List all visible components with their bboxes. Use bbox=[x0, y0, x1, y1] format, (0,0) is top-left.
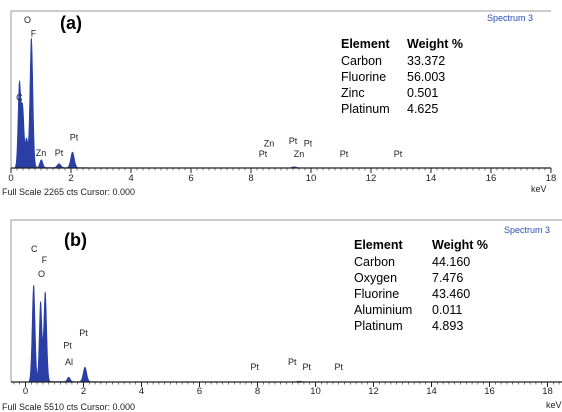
x-tick-label: 14 bbox=[426, 386, 437, 397]
spectrum-name-a: Spectrum 3 bbox=[487, 13, 534, 23]
x-tick-label: 0 bbox=[23, 386, 28, 397]
table-row: Platinum 4.893 bbox=[354, 318, 496, 334]
table-row: Zinc 0.501 bbox=[341, 85, 471, 101]
x-tick-label: 4 bbox=[128, 173, 133, 184]
table-row: Carbon 33.372 bbox=[341, 53, 471, 69]
table-cell-weight: 43.460 bbox=[432, 287, 471, 301]
peak-element-label: Zn bbox=[294, 149, 305, 159]
table-row: Platinum 4.625 bbox=[341, 101, 471, 117]
peak-element-label: Pt bbox=[79, 328, 88, 338]
x-tick-label: 12 bbox=[366, 173, 377, 184]
peak-element-label: Pt bbox=[70, 133, 79, 143]
peak-element-label: Pt bbox=[55, 148, 64, 158]
peak-element-label: Pt bbox=[334, 362, 343, 372]
x-tick-label: 2 bbox=[68, 173, 73, 184]
x-tick-label: 8 bbox=[255, 386, 260, 397]
peak-element-label: Pt bbox=[63, 340, 72, 350]
table-cell-weight: 4.893 bbox=[432, 319, 464, 333]
plot-frame bbox=[10, 219, 562, 382]
peak-element-label: Zn bbox=[264, 138, 275, 148]
table-cell-weight: 0.501 bbox=[407, 86, 439, 100]
table-cell-element: Zinc bbox=[341, 86, 365, 100]
x-tick-label: 10 bbox=[306, 173, 317, 184]
spectrum-name-b: Spectrum 3 bbox=[504, 225, 551, 235]
x-tick-label: 18 bbox=[542, 386, 553, 397]
x-unit-a: keV bbox=[531, 184, 547, 194]
table-header-weight: Weight % bbox=[432, 238, 489, 252]
peak-element-label: Pt bbox=[289, 136, 298, 146]
table-cell-element: Aluminium bbox=[354, 303, 413, 317]
table-cell-element: Platinum bbox=[341, 102, 390, 116]
x-tick-label: 0 bbox=[8, 173, 13, 184]
x-tick-label: 8 bbox=[248, 173, 253, 184]
peak-element-label: Pt bbox=[394, 149, 403, 159]
peak-element-label: Pt bbox=[288, 357, 297, 367]
peak-element-label: C bbox=[16, 93, 23, 103]
table-header-element: Element bbox=[341, 37, 390, 51]
table-header-weight: Weight % bbox=[407, 37, 464, 51]
peak-element-label: F bbox=[42, 255, 48, 265]
spectrum-panel-b: 0 2 4 6 8 10 12 14 16 18 C F O Pt Pt Al Pt Pt Pt Pt (b) Spe… bbox=[0, 218, 562, 412]
table-header-row: Element Weight % bbox=[341, 37, 471, 53]
spectrum-chart-b: 0 2 4 6 8 10 12 14 16 18 CFO Pt Pt Al Pt Pt Pt Pt bbox=[10, 219, 562, 397]
peak-element-label: Zn bbox=[36, 148, 47, 158]
peak-element-label: Pt bbox=[304, 138, 313, 148]
table-cell-element: Fluorine bbox=[341, 70, 387, 84]
x-tick-label: 6 bbox=[197, 386, 202, 397]
weight-table-a: Element Weight % Carbon 33.372 Fluorine 56… bbox=[341, 37, 471, 117]
panel-label-b: (b) bbox=[64, 230, 87, 250]
table-cell-element: Fluorine bbox=[354, 287, 400, 301]
table-cell-weight: 44.160 bbox=[432, 255, 471, 269]
table-row: Fluorine 43.460 bbox=[354, 286, 496, 302]
peak-element-label: Pt bbox=[259, 149, 268, 159]
footer-a: Full Scale 2265 cts Cursor: 0.000 bbox=[2, 187, 136, 197]
peak-element-label: C bbox=[31, 244, 38, 254]
table-cell-weight: 0.011 bbox=[432, 303, 463, 317]
table-cell-weight: 33.372 bbox=[407, 54, 446, 68]
panel-label-a: (a) bbox=[60, 13, 82, 33]
table-header-row: Element Weight % bbox=[354, 238, 496, 254]
table-row: Carbon 44.160 bbox=[354, 254, 496, 270]
x-tick-label: 4 bbox=[139, 386, 144, 397]
x-unit-b: keV bbox=[546, 400, 562, 410]
x-tick-label: 18 bbox=[546, 173, 557, 184]
table-row: Fluorine 56.003 bbox=[341, 69, 471, 85]
table-cell-weight: 56.003 bbox=[407, 70, 446, 84]
x-tick-label: 6 bbox=[188, 173, 193, 184]
peak-element-label: O bbox=[24, 15, 31, 25]
peak-element-label: Pt bbox=[340, 149, 349, 159]
x-tick-label: 12 bbox=[368, 386, 379, 397]
table-row: Oxygen 7.476 bbox=[354, 270, 496, 286]
table-cell-weight: 4.625 bbox=[407, 102, 439, 116]
weight-table-b: Element Weight % Carbon 44.160 Oxygen 7.47… bbox=[354, 238, 496, 334]
peak-element-label: Al bbox=[65, 357, 73, 367]
table-cell-element: Carbon bbox=[341, 54, 382, 68]
table-header-element: Element bbox=[354, 238, 403, 252]
peak-element-label: Pt bbox=[303, 362, 312, 372]
peak-element-label: Pt bbox=[250, 362, 259, 372]
x-tick-label: 16 bbox=[486, 173, 497, 184]
x-tick-label: 2 bbox=[81, 386, 86, 397]
table-row: Aluminium 0.011 bbox=[354, 302, 496, 318]
x-tick-label: 16 bbox=[484, 386, 495, 397]
peak-element-label: O bbox=[38, 269, 45, 279]
spectrum-panel-a: 0 2 4 6 8 10 12 14 16 18 O F C Zn Pt Pt Zn Pt Pt Pt Zn Pt Pt (… bbox=[0, 0, 562, 200]
table-cell-weight: 7.476 bbox=[432, 271, 464, 285]
x-tick-label: 14 bbox=[426, 173, 437, 184]
table-cell-element: Platinum bbox=[354, 319, 403, 333]
peak-element-label: F bbox=[31, 29, 37, 39]
table-cell-element: Carbon bbox=[354, 255, 395, 269]
footer-b: Full Scale 5510 cts Cursor: 0.000 bbox=[2, 402, 136, 412]
table-cell-element: Oxygen bbox=[354, 271, 398, 285]
x-tick-label: 10 bbox=[310, 386, 321, 397]
plot-frame bbox=[10, 10, 551, 168]
